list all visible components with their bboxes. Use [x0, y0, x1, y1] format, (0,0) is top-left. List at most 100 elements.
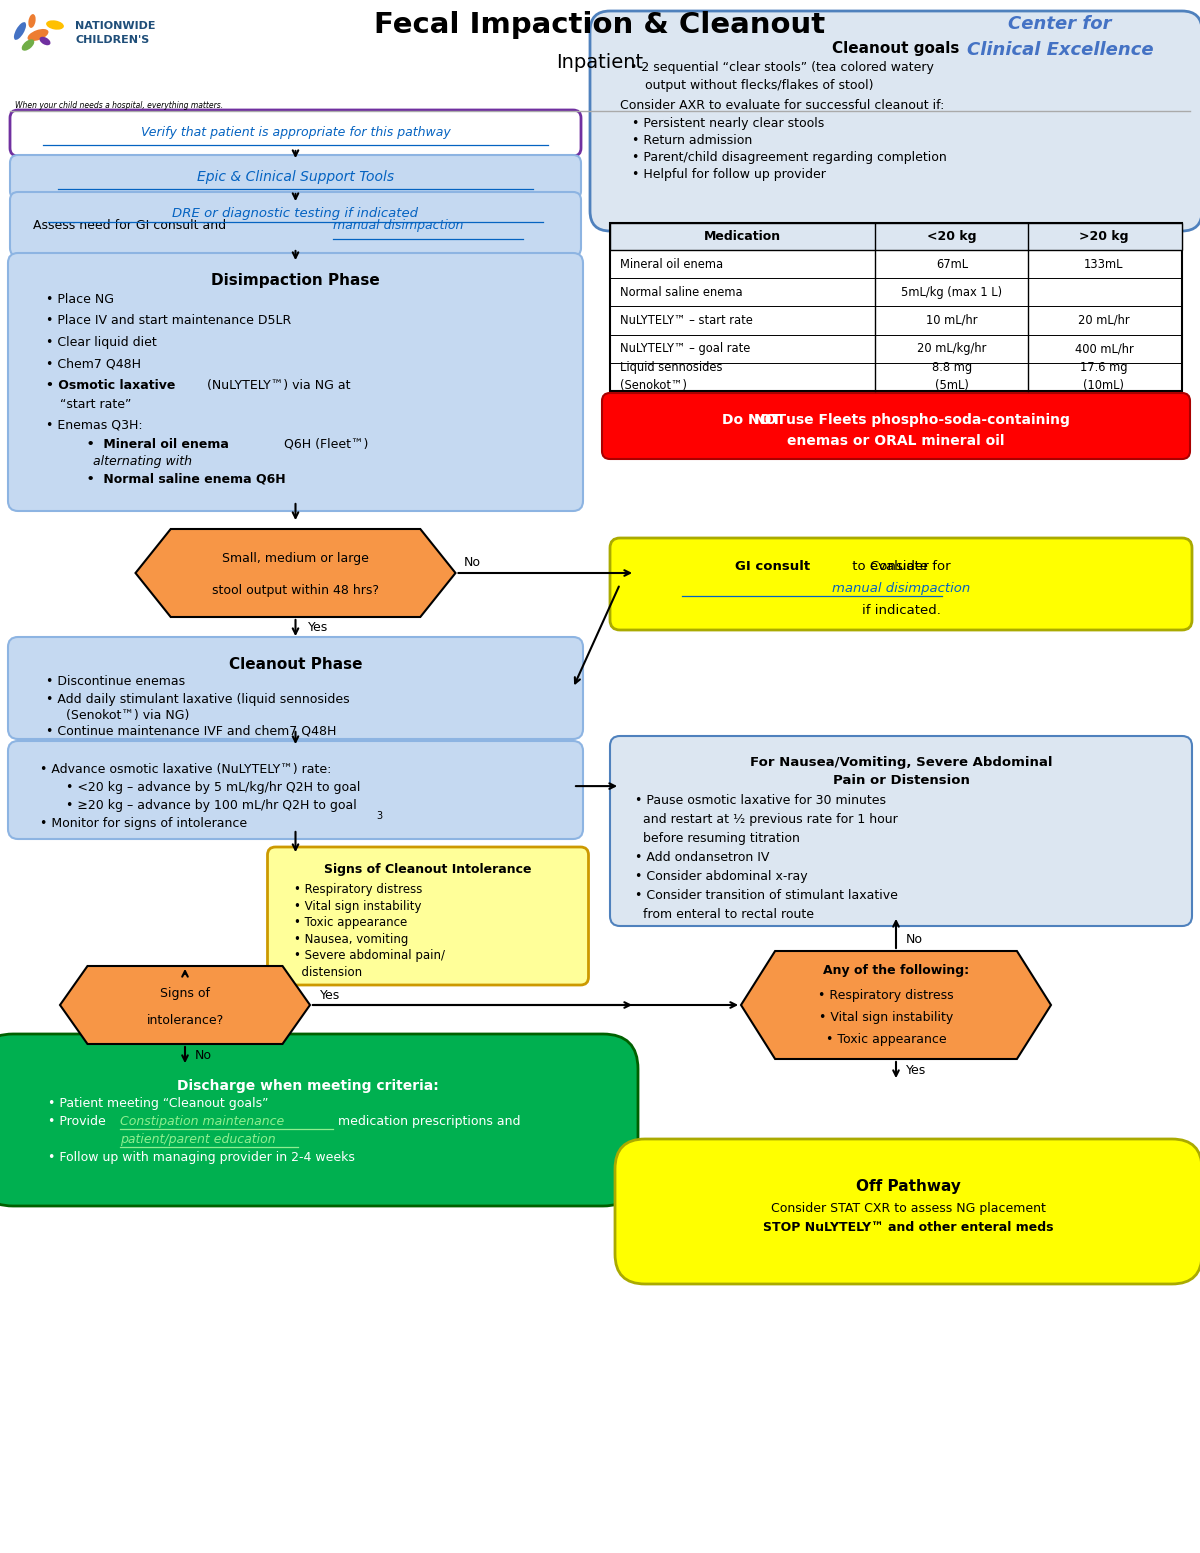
Text: • Consider abdominal x-ray: • Consider abdominal x-ray	[635, 870, 808, 884]
Text: • Toxic appearance: • Toxic appearance	[294, 916, 407, 929]
Text: • Parent/child disagreement regarding completion: • Parent/child disagreement regarding co…	[632, 151, 947, 165]
Text: NuLYTELY™ – start rate: NuLYTELY™ – start rate	[620, 314, 752, 328]
FancyBboxPatch shape	[10, 155, 581, 199]
Text: 67mL: 67mL	[936, 258, 968, 270]
FancyBboxPatch shape	[8, 637, 583, 739]
Text: Small, medium or large: Small, medium or large	[222, 553, 368, 565]
Text: (Senokot™): (Senokot™)	[620, 379, 686, 393]
Text: • Discontinue enemas: • Discontinue enemas	[46, 676, 185, 688]
Text: No: No	[906, 932, 923, 946]
Text: When your child needs a hospital, everything matters.: When your child needs a hospital, everyt…	[14, 101, 223, 110]
Text: • Follow up with managing provider in 2-4 weeks: • Follow up with managing provider in 2-…	[48, 1151, 355, 1165]
Text: DRE or diagnostic testing if indicated: DRE or diagnostic testing if indicated	[173, 207, 419, 221]
Text: • Respiratory distress: • Respiratory distress	[818, 989, 954, 1002]
Text: Discharge when meeting criteria:: Discharge when meeting criteria:	[176, 1079, 438, 1093]
Text: medication prescriptions and: medication prescriptions and	[334, 1115, 521, 1127]
Text: For Nausea/Vomiting, Severe Abdominal: For Nausea/Vomiting, Severe Abdominal	[750, 756, 1052, 769]
Text: Consider AXR to evaluate for successful cleanout if:: Consider AXR to evaluate for successful …	[620, 99, 944, 112]
Text: 133mL: 133mL	[1085, 258, 1123, 270]
FancyBboxPatch shape	[590, 11, 1200, 231]
Text: 8.8 mg: 8.8 mg	[932, 362, 972, 374]
Text: •  Mineral oil enema: • Mineral oil enema	[78, 438, 229, 450]
Text: • Return admission: • Return admission	[632, 134, 752, 148]
Text: • Vital sign instability: • Vital sign instability	[294, 899, 421, 913]
Text: • Monitor for signs of intolerance: • Monitor for signs of intolerance	[40, 817, 247, 829]
Text: • Add ondansetron IV: • Add ondansetron IV	[635, 851, 769, 863]
FancyBboxPatch shape	[10, 193, 581, 256]
Text: • Add daily stimulant laxative (liquid sennosides: • Add daily stimulant laxative (liquid s…	[46, 693, 349, 707]
Text: • Clear liquid diet: • Clear liquid diet	[46, 335, 157, 349]
Text: Fecal Impaction & Cleanout: Fecal Impaction & Cleanout	[374, 11, 826, 39]
Text: • Patient meeting “Cleanout goals”: • Patient meeting “Cleanout goals”	[48, 1096, 269, 1110]
Text: Yes: Yes	[906, 1064, 926, 1076]
Text: • Helpful for follow up provider: • Helpful for follow up provider	[632, 168, 826, 182]
Text: 3: 3	[376, 811, 382, 822]
Text: • Pause osmotic laxative for 30 minutes: • Pause osmotic laxative for 30 minutes	[635, 794, 886, 808]
Text: 20 mL/hr: 20 mL/hr	[1078, 314, 1130, 328]
FancyBboxPatch shape	[0, 1034, 638, 1207]
Text: GI consult: GI consult	[734, 561, 810, 573]
Text: (10mL): (10mL)	[1084, 379, 1124, 393]
Text: enemas or ORAL mineral oil: enemas or ORAL mineral oil	[787, 433, 1004, 447]
Text: from enteral to rectal route: from enteral to rectal route	[635, 909, 814, 921]
Ellipse shape	[46, 20, 64, 30]
FancyBboxPatch shape	[610, 736, 1192, 926]
Text: • Toxic appearance: • Toxic appearance	[826, 1033, 947, 1045]
Text: Any of the following:: Any of the following:	[823, 963, 970, 977]
Text: Signs of: Signs of	[160, 986, 210, 1000]
Text: (Senokot™) via NG): (Senokot™) via NG)	[66, 710, 190, 722]
Text: 10 mL/hr: 10 mL/hr	[926, 314, 978, 328]
Text: intolerance?: intolerance?	[146, 1014, 223, 1028]
Text: • Enemas Q3H:: • Enemas Q3H:	[46, 418, 143, 432]
Ellipse shape	[22, 39, 35, 51]
Text: alternating with: alternating with	[94, 455, 192, 467]
FancyBboxPatch shape	[616, 1138, 1200, 1284]
Text: • Place NG: • Place NG	[46, 294, 114, 306]
Text: CHILDREN'S: CHILDREN'S	[74, 36, 149, 45]
Text: >20 kg: >20 kg	[1079, 230, 1129, 242]
Text: Clinical Excellence: Clinical Excellence	[967, 40, 1153, 59]
Text: • Vital sign instability: • Vital sign instability	[818, 1011, 953, 1023]
Text: Mineral oil enema: Mineral oil enema	[620, 258, 724, 270]
Text: before resuming titration: before resuming titration	[635, 832, 800, 845]
Text: Disimpaction Phase: Disimpaction Phase	[211, 273, 380, 287]
Text: manual disimpaction: manual disimpaction	[832, 582, 970, 595]
Text: if indicated.: if indicated.	[862, 604, 941, 617]
Text: •  Normal saline enema Q6H: • Normal saline enema Q6H	[78, 472, 286, 486]
Ellipse shape	[29, 14, 36, 28]
Text: NOT: NOT	[754, 413, 787, 427]
Bar	[610, 224, 1182, 250]
Ellipse shape	[40, 37, 50, 45]
FancyBboxPatch shape	[610, 537, 1192, 631]
Text: Yes: Yes	[307, 621, 328, 635]
Text: NATIONWIDE: NATIONWIDE	[74, 22, 156, 31]
Polygon shape	[740, 950, 1051, 1059]
FancyBboxPatch shape	[8, 253, 583, 511]
Text: Medication: Medication	[703, 230, 780, 242]
Text: No: No	[196, 1048, 212, 1062]
Text: Off Pathway: Off Pathway	[856, 1179, 961, 1194]
Text: distension: distension	[294, 966, 361, 978]
Text: • <20 kg – advance by 5 mL/kg/hr Q2H to goal: • <20 kg – advance by 5 mL/kg/hr Q2H to …	[66, 781, 360, 794]
Text: Normal saline enema: Normal saline enema	[620, 286, 743, 298]
Text: to evaluate for: to evaluate for	[848, 561, 950, 573]
Text: Epic & Clinical Support Tools: Epic & Clinical Support Tools	[197, 169, 394, 183]
Text: Consider: Consider	[870, 561, 932, 573]
Bar	[610, 224, 1182, 391]
Polygon shape	[60, 966, 310, 1044]
Text: Cleanout goals: Cleanout goals	[833, 40, 960, 56]
Text: • Consider transition of stimulant laxative: • Consider transition of stimulant laxat…	[635, 888, 898, 902]
Text: STOP NuLYTELY™ and other enteral meds: STOP NuLYTELY™ and other enteral meds	[763, 1221, 1054, 1235]
Text: “start rate”: “start rate”	[60, 399, 131, 412]
FancyBboxPatch shape	[268, 846, 588, 985]
Text: Verify that patient is appropriate for this pathway: Verify that patient is appropriate for t…	[140, 126, 450, 140]
Text: • Chem7 Q48H: • Chem7 Q48H	[46, 357, 142, 371]
FancyBboxPatch shape	[10, 110, 581, 155]
Text: Inpatient: Inpatient	[557, 53, 643, 71]
Text: 20 mL/kg/hr: 20 mL/kg/hr	[917, 342, 986, 356]
Text: Q6H (Fleet™): Q6H (Fleet™)	[280, 438, 368, 450]
Text: • Respiratory distress: • Respiratory distress	[294, 884, 422, 896]
Text: • Continue maintenance IVF and chem7 Q48H: • Continue maintenance IVF and chem7 Q48…	[46, 725, 336, 738]
Text: 400 mL/hr: 400 mL/hr	[1075, 342, 1133, 356]
Ellipse shape	[28, 30, 48, 40]
